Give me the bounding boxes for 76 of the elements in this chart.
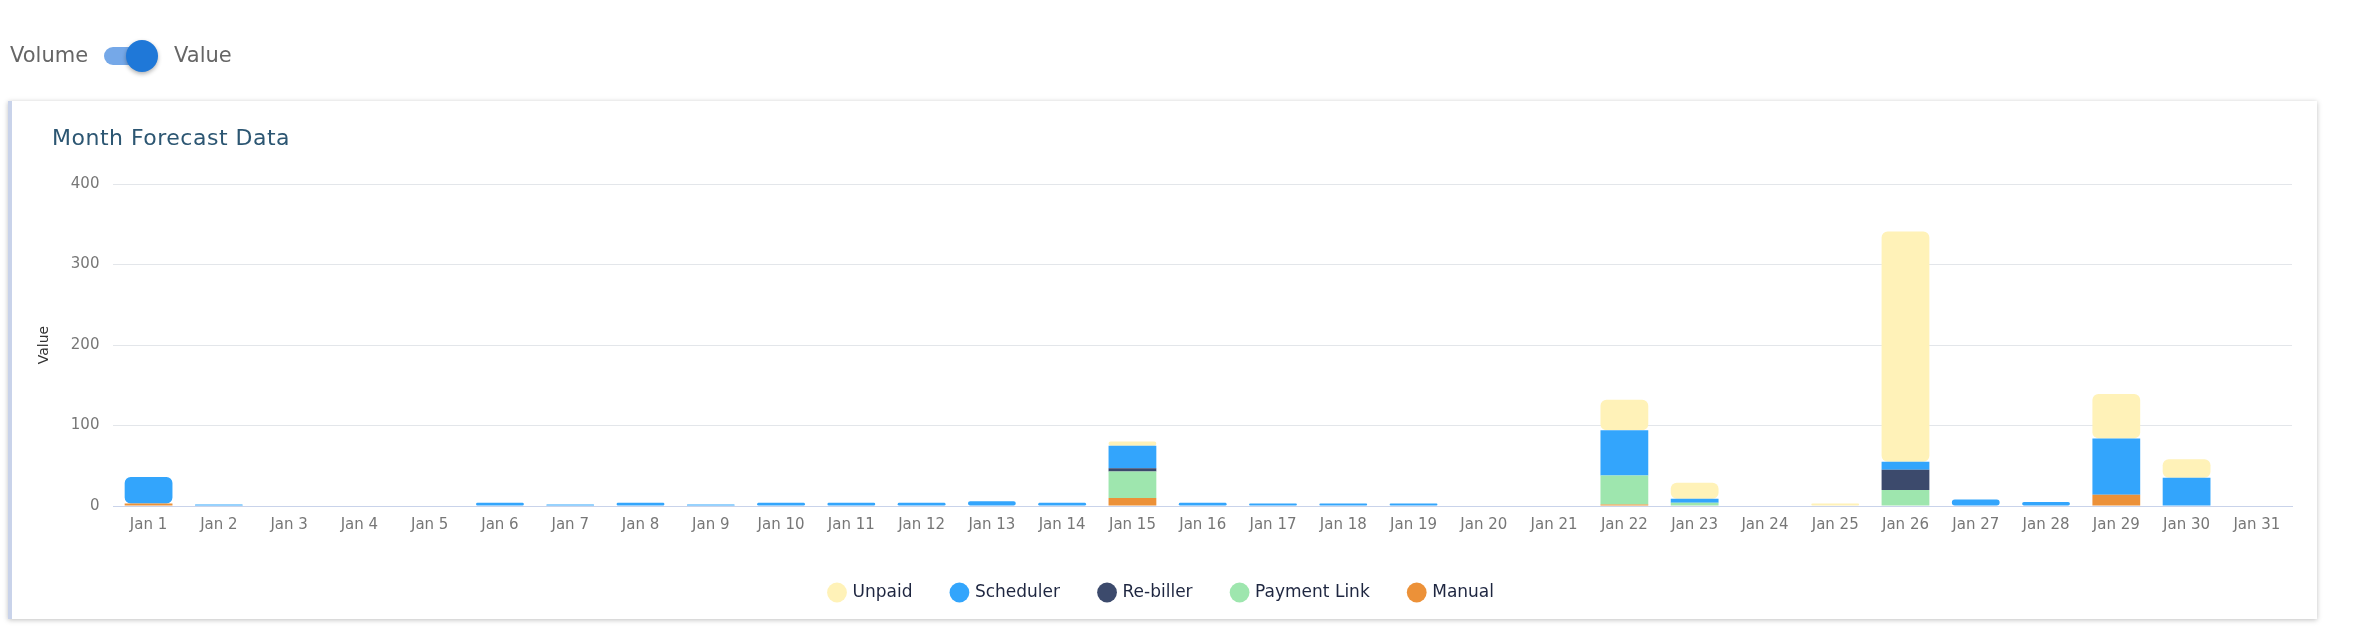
x-tick-label: Jan 4: [339, 514, 379, 533]
x-tick-label: Jan 3: [269, 514, 308, 533]
y-tick-label: 300: [70, 254, 100, 273]
x-tick-label: Jan 12: [897, 514, 946, 533]
bar: [1108, 471, 1157, 498]
x-tick-label: Jan 25: [1810, 514, 1859, 533]
legend-label: Manual: [1432, 580, 1495, 601]
x-tick-label: Jan 13: [967, 514, 1016, 533]
x-tick-label: Jan 14: [1037, 514, 1086, 533]
bar: [2092, 394, 2141, 439]
x-tick-label: Jan 10: [756, 514, 805, 533]
bar: [1108, 445, 1157, 469]
y-tick-label: 100: [70, 415, 100, 434]
x-tick-label: Jan 5: [409, 514, 449, 533]
x-tick-label: Jan 15: [1107, 514, 1156, 533]
x-tick-label: Jan 11: [826, 514, 875, 533]
text: Value: [174, 43, 232, 67]
x-tick-label: Jan 20: [1459, 514, 1508, 533]
x-tick-label: Jan 16: [1178, 514, 1227, 533]
bar: [1600, 430, 1649, 476]
y-tick-label: 0: [89, 495, 100, 514]
bar: [1600, 475, 1649, 505]
bar: [1881, 231, 1930, 462]
x-tick-label: Jan 6: [480, 514, 519, 533]
bar: [2162, 459, 2211, 478]
bar: [967, 501, 1016, 506]
bar: [1881, 489, 1930, 506]
bar: [1108, 441, 1157, 446]
bar: [476, 502, 524, 506]
bar: [1881, 469, 1930, 490]
x-tick-label: Jan 27: [1951, 514, 2000, 533]
x-tick-label: Jan 23: [1670, 514, 1719, 533]
y-tick-label: 400: [70, 173, 100, 192]
bar: [1178, 502, 1227, 506]
x-tick-label: Jan 9: [691, 514, 730, 533]
x-tick-label: Jan 30: [2162, 514, 2211, 533]
x-tick-label: Jan 22: [1599, 514, 1648, 533]
bar: [1670, 502, 1719, 506]
bar: [2022, 501, 2070, 506]
x-tick-label: Jan 19: [1389, 514, 1438, 533]
x-tick-label: Jan 17: [1248, 514, 1297, 533]
bar: [2162, 477, 2211, 506]
bar: [124, 477, 173, 504]
legend-label: Scheduler: [974, 580, 1061, 601]
text: Volume: [10, 43, 89, 67]
bar: [616, 502, 665, 506]
bar: [757, 502, 805, 506]
x-tick-label: Jan 31: [2232, 514, 2281, 533]
bar: [897, 502, 946, 506]
bar: [1670, 482, 1719, 499]
x-tick-label: Jan 21: [1529, 514, 1578, 533]
legend-label: Payment Link: [1255, 580, 1370, 601]
bar: [1881, 461, 1930, 470]
legend-label: Re-biller: [1122, 580, 1193, 601]
bar: [1600, 399, 1649, 431]
x-tick-label: Jan 29: [2091, 514, 2140, 533]
y-axis-title: Value: [35, 325, 52, 365]
bar: [2092, 494, 2141, 506]
x-tick-label: Jan 28: [2021, 514, 2070, 533]
bar: [827, 502, 876, 506]
x-tick-label: Jan 8: [620, 514, 660, 533]
y-tick-label: 200: [70, 334, 100, 353]
bar: [1951, 499, 2000, 506]
bar: [1108, 497, 1157, 506]
x-tick-label: Jan 24: [1740, 514, 1789, 533]
x-tick-label: Jan 7: [550, 514, 589, 533]
chart-title: Month Forecast Data: [52, 125, 291, 150]
legend-label: Unpaid: [852, 580, 913, 601]
x-tick-label: Jan 18: [1318, 514, 1367, 533]
bar: [1108, 468, 1157, 472]
x-tick-label: Jan 2: [199, 514, 238, 533]
x-tick-label: Jan 1: [128, 514, 168, 533]
bar: [2092, 438, 2141, 495]
bar: [1038, 502, 1087, 506]
bar: [1670, 498, 1719, 503]
x-tick-label: Jan 26: [1880, 514, 1929, 533]
